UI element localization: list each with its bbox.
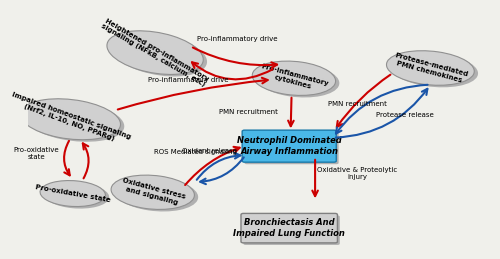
Ellipse shape (110, 33, 207, 76)
Ellipse shape (40, 181, 106, 206)
Text: Protease release: Protease release (376, 112, 434, 118)
Text: Pro-inflammatory drive: Pro-inflammatory drive (197, 36, 278, 42)
Ellipse shape (115, 177, 198, 212)
Text: Pro-oxidative state: Pro-oxidative state (34, 184, 111, 203)
Ellipse shape (111, 175, 194, 210)
Text: Oxidant release: Oxidant release (182, 148, 236, 154)
Text: Pro-inflammatory drive: Pro-inflammatory drive (148, 77, 228, 83)
Text: Impaired homeostatic signaling
(Nrf2, IL-10, NO, PPARg): Impaired homeostatic signaling (Nrf2, IL… (9, 91, 132, 147)
Ellipse shape (256, 63, 340, 97)
Ellipse shape (20, 99, 120, 140)
Ellipse shape (107, 31, 204, 74)
Ellipse shape (390, 53, 478, 87)
Ellipse shape (44, 183, 109, 208)
FancyBboxPatch shape (244, 215, 340, 245)
Text: Pro-inflammatory
cytokines: Pro-inflammatory cytokines (258, 63, 330, 93)
Ellipse shape (386, 51, 474, 85)
Text: ROS Mediated signaling: ROS Mediated signaling (154, 149, 236, 155)
Ellipse shape (24, 101, 124, 142)
Ellipse shape (252, 61, 336, 95)
Text: Bronchiectasis And
Impaired Lung Function: Bronchiectasis And Impaired Lung Functio… (234, 218, 345, 238)
Text: Neutrophil Dominated
Airway Inflammation: Neutrophil Dominated Airway Inflammation (237, 136, 342, 156)
Text: PMN recruitment: PMN recruitment (328, 101, 387, 107)
FancyBboxPatch shape (242, 130, 336, 162)
Text: Protease-mediated
PMN chemokines: Protease-mediated PMN chemokines (392, 52, 468, 84)
Text: Oxidative & Proteolytic
injury: Oxidative & Proteolytic injury (318, 168, 398, 181)
FancyBboxPatch shape (244, 132, 338, 164)
Text: Pro-oxidative
state: Pro-oxidative state (13, 147, 59, 160)
FancyBboxPatch shape (241, 213, 338, 243)
Text: Heightened pro-inflammatory
signaling (NFkB, calcium, etc): Heightened pro-inflammatory signaling (N… (100, 17, 210, 88)
Text: PMN recruitment: PMN recruitment (219, 109, 278, 115)
Text: Oxidative stress
and signaling: Oxidative stress and signaling (120, 178, 186, 207)
